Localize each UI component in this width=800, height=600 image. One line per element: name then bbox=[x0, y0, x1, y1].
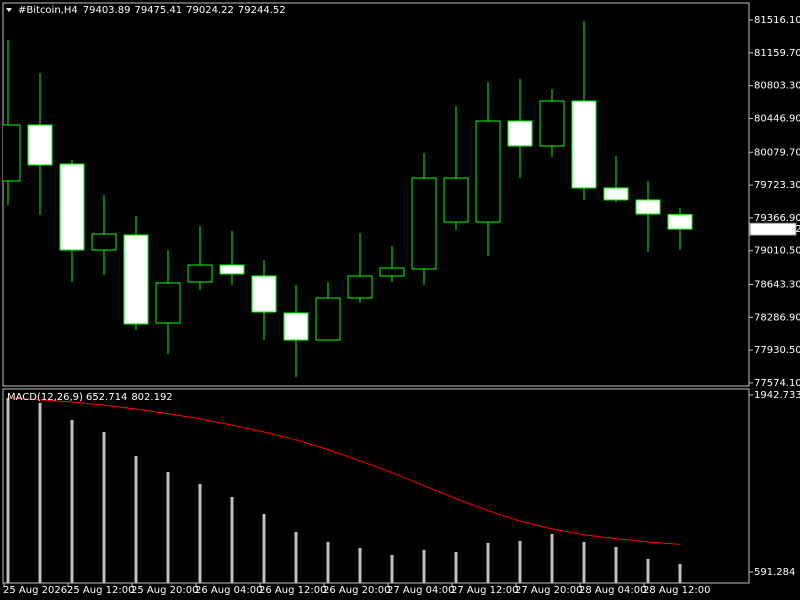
candle-body bbox=[507, 120, 533, 147]
x-tick-label: 26 Aug 12:00 bbox=[259, 585, 326, 596]
macd-bar bbox=[454, 551, 458, 583]
macd-bar bbox=[294, 531, 298, 583]
x-tick-label: 27 Aug 12:00 bbox=[451, 585, 518, 596]
candle-body bbox=[251, 275, 277, 313]
candle-body bbox=[603, 187, 629, 201]
x-tick-label: 28 Aug 04:00 bbox=[579, 585, 646, 596]
x-tick-label: 26 Aug 04:00 bbox=[195, 585, 262, 596]
y-tick-label: 80079.70 bbox=[754, 147, 800, 158]
macd-bar bbox=[6, 397, 10, 583]
macd-bar bbox=[550, 534, 554, 583]
candle-body bbox=[539, 100, 565, 147]
macd-bar bbox=[614, 546, 618, 583]
candle-body bbox=[635, 199, 661, 215]
macd-bar bbox=[518, 540, 522, 583]
candle-body bbox=[91, 233, 117, 251]
macd-bar bbox=[38, 402, 42, 583]
x-tick-label: 25 Aug 2026 bbox=[3, 585, 67, 596]
x-tick-label: 25 Aug 20:00 bbox=[131, 585, 198, 596]
macd-panel bbox=[2, 388, 750, 584]
y-tick-label: 78286.90 bbox=[754, 312, 800, 323]
y-tick-label: 591.284 bbox=[754, 567, 795, 578]
signal-value: 802.192 bbox=[131, 392, 172, 403]
y-tick-label: 1942.733 bbox=[754, 390, 800, 401]
axes: 77574.10 77930.50 78286.90 78643.30 79010.50… bbox=[3, 15, 800, 596]
x-tick-label: 28 Aug 12:00 bbox=[643, 585, 710, 596]
macd-plot bbox=[6, 397, 682, 583]
macd-bar bbox=[678, 563, 682, 583]
open-value: 79403.89 bbox=[83, 5, 131, 16]
y-tick-label: 81516.10 bbox=[754, 15, 800, 26]
y-tick-label: 79366.90 bbox=[754, 213, 800, 224]
candle-body bbox=[155, 282, 181, 324]
macd-bar bbox=[582, 541, 586, 583]
price-marker bbox=[749, 222, 797, 236]
x-tick-label: 27 Aug 20:00 bbox=[515, 585, 582, 596]
macd-bar bbox=[134, 455, 138, 583]
price-marker-label: 79244.52 bbox=[754, 224, 800, 235]
high-value: 79475.41 bbox=[134, 5, 182, 16]
price-plot bbox=[3, 21, 693, 377]
price-header: #Bitcoin,H4 79403.89 79475.41 79024.22 79244… bbox=[18, 5, 286, 16]
close-value: 79244.52 bbox=[238, 5, 286, 16]
macd-bar bbox=[262, 513, 266, 583]
candle-body bbox=[443, 177, 469, 223]
candle-body bbox=[315, 297, 341, 341]
signal-line bbox=[7, 397, 681, 545]
candle-body bbox=[475, 120, 501, 223]
y-tick-label: 80446.90 bbox=[754, 113, 800, 124]
candle-body bbox=[347, 275, 373, 299]
candle-body bbox=[59, 163, 85, 251]
y-tick-label: 78643.30 bbox=[754, 280, 800, 291]
low-value: 79024.22 bbox=[186, 5, 234, 16]
y-tick-label: 79010.50 bbox=[754, 246, 800, 257]
candle-body bbox=[3, 124, 21, 182]
candle-body bbox=[27, 124, 53, 166]
x-tick-label: 26 Aug 20:00 bbox=[323, 585, 390, 596]
candle-body bbox=[571, 100, 597, 189]
macd-bar bbox=[390, 554, 394, 583]
price-panel bbox=[2, 2, 750, 387]
y-tick-label: 80803.30 bbox=[754, 81, 800, 92]
macd-bar bbox=[198, 483, 202, 583]
chart-title: #Bitcoin,H4 bbox=[18, 5, 78, 16]
candle-body bbox=[219, 264, 245, 275]
candle-body bbox=[667, 213, 693, 230]
x-tick-label: 25 Aug 12:00 bbox=[67, 585, 134, 596]
menu-arrow[interactable] bbox=[6, 8, 12, 12]
macd-bar bbox=[102, 431, 106, 583]
y-tick-label: 79723.30 bbox=[754, 180, 800, 191]
macd-bar bbox=[166, 471, 170, 583]
macd-bar bbox=[422, 549, 426, 583]
macd-bar bbox=[230, 496, 234, 583]
macd-value: 652.714 bbox=[86, 392, 127, 403]
macd-bar bbox=[70, 419, 74, 583]
candle-body bbox=[123, 234, 149, 325]
candle-body bbox=[187, 264, 213, 283]
macd-bar bbox=[646, 558, 650, 583]
macd-bar bbox=[358, 547, 362, 583]
y-tick-label: 77930.50 bbox=[754, 345, 800, 356]
macd-title: MACD(12,26,9) bbox=[7, 392, 83, 403]
candle-body bbox=[283, 312, 309, 341]
macd-bar bbox=[486, 542, 490, 583]
macd-header: MACD(12,26,9) 652.714 802.192 bbox=[7, 392, 173, 403]
y-tick-label: 81159.70 bbox=[754, 48, 800, 59]
candle-body bbox=[379, 267, 405, 277]
candle-body bbox=[411, 177, 437, 270]
x-tick-label: 27 Aug 04:00 bbox=[387, 585, 454, 596]
macd-bar bbox=[326, 541, 330, 583]
y-tick-label: 77574.10 bbox=[754, 378, 800, 389]
